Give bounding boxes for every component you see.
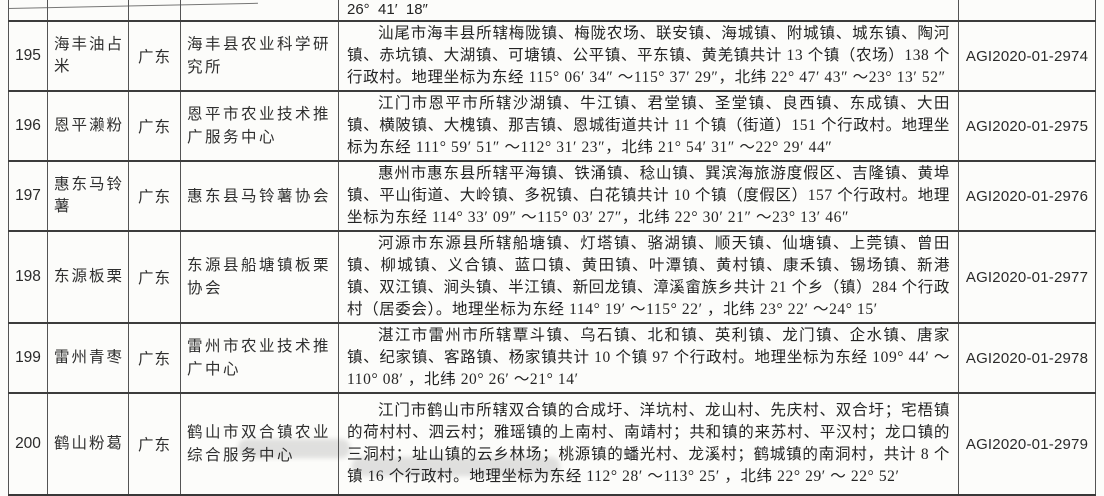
partial-coordinate-text: 26° 41′ 18″ [338,0,959,21]
certificate-number-cell: AGI2020-01-2979 [958,393,1096,495]
region-description-cell: 汕尾市海丰县所辖梅陇镇、梅陇农场、联安镇、海城镇、附城镇、城东镇、陶河镇、赤坑镇… [338,21,959,91]
certificate-number-cell [958,0,1096,21]
table-row: 195 海丰油占米 广东 海丰县农业科学研究所 汕尾市海丰县所辖梅陇镇、梅陇农场… [8,21,1096,91]
province-cell: 广东 [128,21,181,91]
registrant-cell: 海丰县农业科学研究所 [180,21,339,91]
row-number-cell: 195 [8,21,48,91]
registrant-cell: 恩平市农业技术推广服务中心 [180,91,339,161]
row-number-cell: 199 [8,323,48,393]
registrant-cell: 鹤山市双合镇农业综合服务中心 [180,393,339,495]
row-number-cell: 197 [8,161,48,231]
province-cell: 广东 [128,393,181,495]
province-cell: 广东 [128,91,181,161]
province-cell [128,0,181,21]
region-description-cell: 江门市恩平市所辖沙湖镇、牛江镇、君堂镇、圣堂镇、良西镇、东成镇、大田镇、横陂镇、… [338,91,959,161]
table-row: 199 雷州青枣 广东 雷州市农业技术推广中心 湛江市雷州市所辖覃斗镇、乌石镇、… [8,323,1096,393]
table-row: 200 鹤山粉葛 广东 鹤山市双合镇农业综合服务中心 江门市鹤山市所辖双合镇的合… [8,393,1096,495]
certificate-number-cell: AGI2020-01-2978 [958,323,1096,393]
registrant-cell: 惠东县马铃薯协会 [180,161,339,231]
row-number-cell: 200 [8,393,48,495]
table-row: 196 恩平濑粉 广东 恩平市农业技术推广服务中心 江门市恩平市所辖沙湖镇、牛江… [8,91,1096,161]
product-name-cell [47,0,129,21]
certificate-number-cell: AGI2020-01-2975 [958,91,1096,161]
registrant-cell: 雷州市农业技术推广中心 [180,323,339,393]
row-number-cell: 198 [8,231,48,323]
product-name-cell: 雷州青枣 [47,323,129,393]
certificate-number-cell: AGI2020-01-2976 [958,161,1096,231]
row-number-cell: 196 [8,91,48,161]
registrant-cell [180,0,339,21]
province-cell: 广东 [128,161,181,231]
region-description-cell: 江门市鹤山市所辖双合镇的合成圩、洋坑村、龙山村、先庆村、双合圩；宅梧镇的荷村村、… [338,393,959,495]
region-description-cell: 湛江市雷州市所辖覃斗镇、乌石镇、北和镇、英利镇、龙门镇、企水镇、唐家镇、纪家镇、… [338,323,959,393]
table-row-partial: 26° 41′ 18″ [8,0,1096,21]
certificate-number-cell: AGI2020-01-2974 [958,21,1096,91]
table-row: 198 东源板栗 广东 东源县船塘镇板栗协会 河源市东源县所辖船塘镇、灯塔镇、骆… [8,231,1096,323]
region-description-cell: 惠州市惠东县所辖平海镇、铁涌镇、稔山镇、巽滨海旅游度假区、吉隆镇、黄埠镇、平山街… [338,161,959,231]
registrant-cell: 东源县船塘镇板栗协会 [180,231,339,323]
row-number-cell [8,0,48,21]
province-cell: 广东 [128,231,181,323]
product-name-cell: 恩平濑粉 [47,91,129,161]
product-name-cell: 惠东马铃薯 [47,161,129,231]
gi-registration-table: 26° 41′ 18″ 195 海丰油占米 广东 海丰县农业科学研究所 汕尾市海… [8,0,1096,496]
product-name-cell: 鹤山粉葛 [47,393,129,495]
certificate-number-cell: AGI2020-01-2977 [958,231,1096,323]
product-name-cell: 海丰油占米 [47,21,129,91]
region-description-cell: 河源市东源县所辖船塘镇、灯塔镇、骆湖镇、顺天镇、仙塘镇、上莞镇、曾田镇、柳城镇、… [338,231,959,323]
table-row: 197 惠东马铃薯 广东 惠东县马铃薯协会 惠州市惠东县所辖平海镇、铁涌镇、稔山… [8,161,1096,231]
product-name-cell: 东源板栗 [47,231,129,323]
province-cell: 广东 [128,323,181,393]
